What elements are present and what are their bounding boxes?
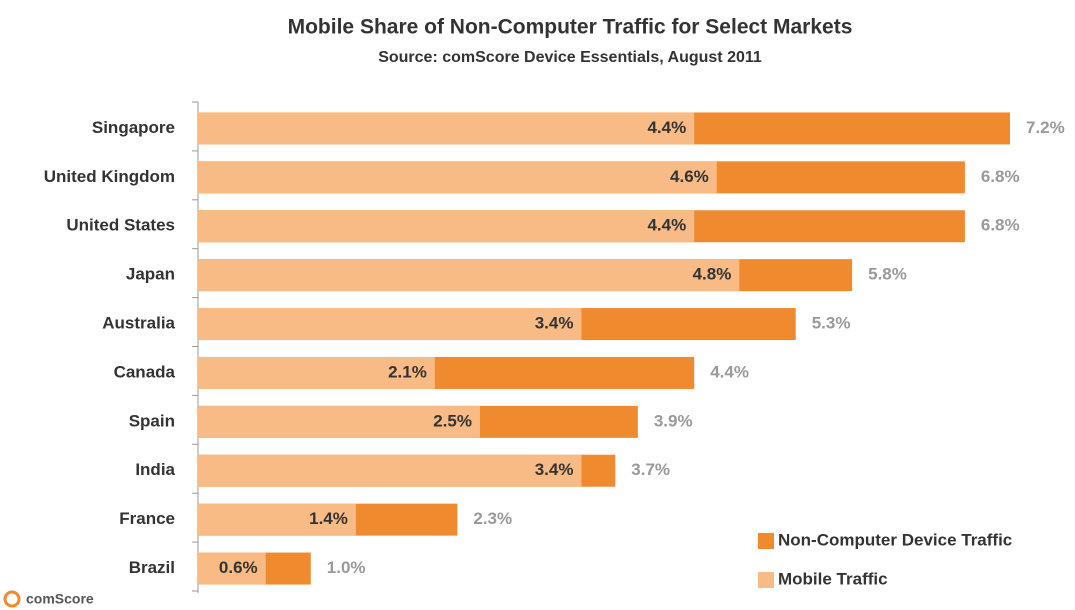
bar-mobile: [198, 210, 695, 243]
category-label: Singapore: [92, 118, 175, 137]
chart-subtitle: Source: comScore Device Essentials, Augu…: [378, 49, 762, 66]
value-label-mobile: 4.6%: [670, 167, 709, 186]
chart-title: Mobile Share of Non-Computer Traffic for…: [288, 16, 853, 39]
value-label-mobile: 4.8%: [693, 265, 732, 284]
value-label-total: 2.3%: [473, 509, 512, 528]
bar-mobile: [198, 405, 480, 438]
value-label-mobile: 2.1%: [388, 362, 427, 381]
value-label-total: 5.8%: [868, 265, 907, 284]
legend-label: Non-Computer Device Traffic: [778, 530, 1012, 549]
value-label-total: 7.2%: [1026, 118, 1065, 137]
value-label-mobile: 3.4%: [535, 460, 574, 479]
category-label: France: [119, 509, 175, 528]
logo: comScore: [3, 590, 94, 608]
logo-icon: [3, 590, 21, 608]
value-label-mobile: 3.4%: [535, 314, 574, 333]
value-label-total: 4.4%: [710, 362, 749, 381]
value-label-total: 3.7%: [631, 460, 670, 479]
category-label: India: [135, 460, 175, 479]
value-label-total: 6.8%: [981, 216, 1020, 235]
category-label: Australia: [102, 314, 175, 333]
logo-text: comScore: [26, 591, 94, 607]
bar-mobile: [198, 161, 717, 194]
category-label: Brazil: [129, 558, 175, 577]
value-label-mobile: 1.4%: [309, 509, 348, 528]
bar-mobile: [198, 356, 435, 389]
value-label-mobile: 4.4%: [647, 118, 686, 137]
legend-swatch: [758, 572, 774, 588]
bar-mobile: [198, 308, 582, 341]
value-label-total: 6.8%: [981, 167, 1020, 186]
category-label: Japan: [126, 265, 175, 284]
legend-swatch: [758, 533, 774, 549]
value-label-mobile: 2.5%: [433, 411, 472, 430]
category-label: Canada: [114, 362, 176, 381]
value-label-total: 3.9%: [654, 411, 693, 430]
value-label-total: 1.0%: [327, 558, 366, 577]
value-label-total: 5.3%: [812, 314, 851, 333]
bar-mobile: [198, 259, 740, 292]
value-label-mobile: 0.6%: [219, 558, 258, 577]
category-label: Spain: [129, 411, 175, 430]
bar-mobile: [198, 112, 695, 145]
category-label: United Kingdom: [44, 167, 175, 186]
legend-label: Mobile Traffic: [778, 569, 888, 588]
bar-mobile: [198, 503, 356, 536]
bar-mobile: [198, 454, 582, 487]
category-label: United States: [66, 216, 175, 235]
value-label-mobile: 4.4%: [647, 216, 686, 235]
bar-mobile: [198, 552, 266, 585]
